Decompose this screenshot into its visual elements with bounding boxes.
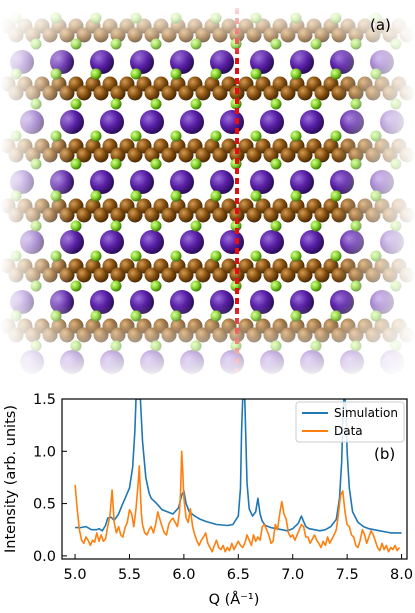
small-atom — [210, 130, 222, 142]
small-atom — [90, 130, 102, 142]
y-axis-title: Intensity (arb. units) — [3, 405, 19, 553]
legend-label-simulation: Simulation — [334, 406, 398, 420]
large-atom — [140, 110, 164, 134]
small-atom — [270, 220, 282, 232]
diffraction-chart: 5.0 5.5 6.0 6.5 7.0 7.5 8.0 0.0 0.5 1.0 1.5 Q (Å⁻… — [3, 392, 413, 608]
small-atom — [110, 98, 122, 110]
large-atom — [100, 230, 124, 254]
fade-right — [335, 0, 415, 380]
small-atom — [150, 158, 162, 170]
small-atom — [150, 98, 162, 110]
legend: Simulation Data — [295, 401, 405, 443]
small-atom — [170, 130, 182, 142]
small-atom — [290, 190, 302, 202]
small-atom — [210, 250, 222, 262]
small-atom — [310, 98, 322, 110]
y-tick-label: 0.0 — [33, 549, 56, 565]
small-atom — [110, 220, 122, 232]
x-ticks: 5.0 5.5 6.0 6.5 7.0 7.5 8.0 — [64, 554, 413, 583]
large-atom — [260, 110, 284, 134]
x-tick-label: 6.5 — [227, 567, 250, 583]
small-atom — [290, 250, 302, 262]
small-atom — [210, 68, 222, 80]
y-ticks: 0.0 0.5 1.0 1.5 — [33, 392, 67, 565]
panel-a-label: (a) — [370, 16, 391, 34]
large-atom — [180, 230, 204, 254]
small-atom — [250, 250, 262, 262]
crystal-structure-panel: (a) — [0, 0, 415, 380]
small-atom — [310, 220, 322, 232]
small-atom — [190, 220, 202, 232]
small-atom — [170, 190, 182, 202]
y-tick-label: 1.5 — [33, 392, 56, 408]
large-atom — [130, 170, 154, 194]
large-atom — [140, 230, 164, 254]
small-atom — [270, 158, 282, 170]
small-atom — [130, 130, 142, 142]
small-atom — [270, 280, 282, 292]
x-tick-label: 5.0 — [64, 567, 87, 583]
small-atom — [270, 98, 282, 110]
small-atom — [170, 68, 182, 80]
small-atom — [150, 220, 162, 232]
small-atom — [130, 190, 142, 202]
large-atom — [100, 110, 124, 134]
small-atom — [90, 68, 102, 80]
y-tick-label: 1.0 — [33, 444, 56, 460]
small-atom — [130, 250, 142, 262]
large-atom — [170, 170, 194, 194]
y-tick-label: 0.5 — [33, 497, 56, 513]
small-atom — [150, 280, 162, 292]
x-tick-label: 8.0 — [390, 567, 413, 583]
small-atom — [110, 158, 122, 170]
large-atom — [220, 110, 244, 134]
large-atom — [210, 170, 234, 194]
small-atom — [190, 280, 202, 292]
plot-frame — [61, 398, 408, 560]
series-line-simulation — [75, 399, 402, 534]
large-atom — [290, 170, 314, 194]
large-atom — [260, 230, 284, 254]
small-atom — [170, 250, 182, 262]
small-atom — [290, 68, 302, 80]
large-atom — [90, 170, 114, 194]
x-tick-label: 5.5 — [118, 567, 141, 583]
small-atom — [250, 130, 262, 142]
x-tick-label: 7.5 — [336, 567, 359, 583]
small-atom — [290, 130, 302, 142]
large-atom — [250, 170, 274, 194]
large-atom — [180, 110, 204, 134]
small-atom — [250, 190, 262, 202]
small-atom — [90, 190, 102, 202]
large-atom — [220, 230, 244, 254]
large-atom — [300, 230, 324, 254]
series-layer — [74, 399, 402, 553]
small-atom — [190, 98, 202, 110]
large-atom — [300, 110, 324, 134]
small-atom — [210, 190, 222, 202]
legend-label-data: Data — [334, 424, 363, 438]
x-tick-label: 7.0 — [281, 567, 304, 583]
series-line-data — [74, 450, 401, 553]
small-atom — [250, 68, 262, 80]
small-atom — [190, 158, 202, 170]
small-atom — [90, 250, 102, 262]
x-axis-title: Q (Å⁻¹) — [209, 591, 260, 608]
panel-b-label: (b) — [374, 445, 395, 463]
small-atom — [130, 68, 142, 80]
x-tick-label: 6.0 — [172, 567, 195, 583]
small-atom — [310, 158, 322, 170]
fade-left — [0, 0, 75, 380]
small-atom — [310, 280, 322, 292]
small-atom — [110, 280, 122, 292]
